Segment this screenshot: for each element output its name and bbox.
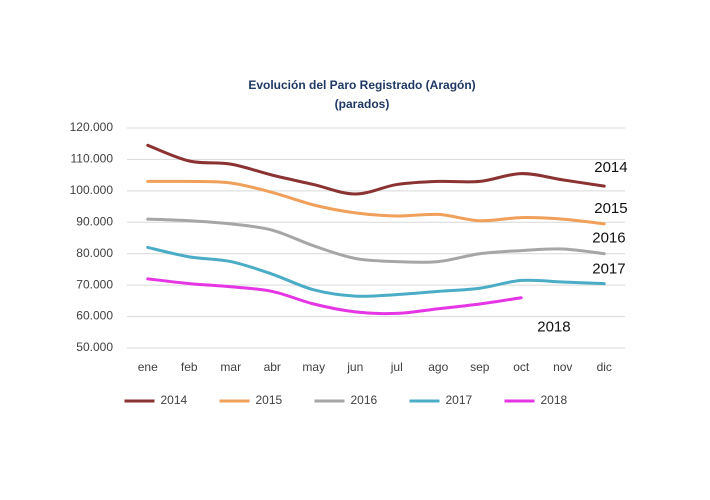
x-tick-label: abr: [264, 360, 281, 374]
x-tick-label: ene: [138, 360, 158, 374]
series-end-label: 2016: [592, 230, 625, 247]
series-line: [146, 217, 606, 264]
series-line: [146, 245, 606, 298]
x-tick-label: oct: [513, 360, 530, 374]
x-tick-label: ago: [428, 360, 448, 374]
chart-title: Evolución del Paro Registrado (Aragón): [248, 78, 475, 92]
chart-subtitle: (parados): [335, 97, 390, 111]
x-tick-label: may: [302, 360, 325, 374]
x-tick-label: nov: [553, 360, 572, 374]
y-tick-label: 70.000: [76, 277, 113, 291]
y-tick-label: 90.000: [76, 214, 113, 228]
legend-label: 2015: [256, 393, 283, 407]
series-end-label: 2014: [594, 159, 627, 176]
x-tick-label: mar: [220, 360, 241, 374]
series-end-label: 2018: [537, 319, 570, 336]
legend-label: 2018: [541, 393, 568, 407]
y-tick-label: 80.000: [76, 246, 113, 260]
series-end-label: 2017: [592, 261, 625, 278]
series-line: [146, 179, 606, 226]
legend-label: 2016: [351, 393, 378, 407]
y-tick-label: 100.000: [70, 183, 114, 197]
legend-label: 2014: [161, 393, 188, 407]
y-tick-label: 50.000: [76, 340, 113, 354]
series-end-label: 2015: [594, 200, 627, 217]
x-tick-label: jun: [346, 360, 363, 374]
x-tick-label: feb: [181, 360, 198, 374]
series-line: [146, 143, 606, 196]
y-tick-label: 60.000: [76, 309, 113, 323]
x-tick-label: dic: [597, 360, 612, 374]
series-line: [146, 277, 523, 316]
legend-label: 2017: [446, 393, 473, 407]
y-tick-label: 110.000: [71, 152, 114, 166]
y-tick-label: 120.000: [70, 120, 114, 134]
x-tick-label: jul: [390, 360, 403, 374]
x-tick-label: sep: [470, 360, 490, 374]
